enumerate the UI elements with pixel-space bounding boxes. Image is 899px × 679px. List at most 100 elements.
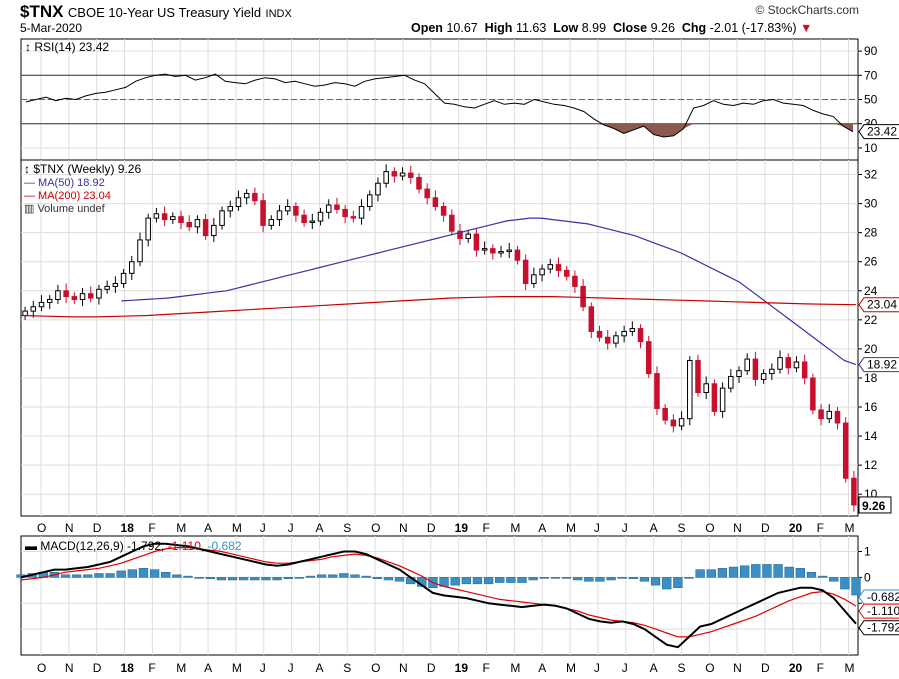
macd-x-tick-label: 18 — [121, 661, 135, 675]
candle-body — [728, 376, 734, 389]
candle-body — [654, 373, 660, 409]
candle-body — [818, 409, 824, 420]
macd-x-tick-label: D — [427, 661, 436, 675]
candle-body — [137, 239, 143, 263]
last-close-box — [858, 496, 892, 514]
price-tick-label: 12 — [864, 458, 878, 472]
macd-histogram-bar — [294, 577, 304, 579]
macd-signal-last-label: -1.110 — [867, 604, 899, 618]
macd-x-tick-label: 20 — [789, 661, 803, 675]
price-x-tick-label: S — [343, 521, 351, 535]
candle-body — [851, 477, 857, 506]
candle-body — [366, 194, 373, 207]
price-x-tick-label: F — [483, 521, 490, 535]
macd-x-tick-label: O — [705, 661, 714, 675]
macd-histogram-bar — [528, 577, 538, 581]
candle-body — [243, 192, 250, 199]
macd-histogram-bar — [740, 565, 750, 578]
candle-body — [55, 290, 61, 300]
macd-histogram-bar — [639, 577, 650, 582]
candle-body — [613, 335, 619, 344]
macd-histogram-bar — [305, 575, 316, 578]
rsi-legend: ↕ RSI(14) 23.42 — [25, 40, 109, 54]
candle-body — [588, 306, 595, 332]
macd-histogram-bar — [584, 577, 594, 582]
candle-body — [810, 377, 816, 411]
price-x-tick-label: A — [650, 521, 658, 535]
macd-histogram-bar — [83, 574, 93, 578]
candle-body — [211, 224, 217, 237]
candle-body — [703, 383, 709, 393]
ma200-legend: — MA(200) 23.04 — [24, 190, 111, 202]
macd-histogram-bar — [851, 577, 861, 596]
macd-histogram-bar — [194, 577, 204, 579]
volume-legend: ▥ Volume undef — [24, 203, 106, 215]
price-legend: ↕ $TNX (Weekly) 9.26 — [24, 162, 141, 176]
price-tick-label: 26 — [864, 255, 878, 269]
candle-body — [424, 188, 430, 199]
candle-body — [719, 387, 726, 412]
candle-body — [785, 357, 792, 369]
candle-body — [539, 268, 545, 276]
price-x-tick-label: M — [845, 521, 855, 535]
candle-body — [416, 176, 422, 190]
macd-histogram-bar — [483, 577, 494, 585]
candle-body — [547, 264, 554, 270]
macd-histogram-bar — [539, 577, 549, 579]
macd-histogram-bar — [149, 569, 160, 578]
price-x-tick-label: D — [761, 521, 770, 535]
macd-last-label-marker — [858, 620, 899, 636]
rsi-last-value-label: 23.42 — [867, 125, 897, 139]
down-triangle-icon: ▼ — [800, 21, 813, 35]
macd-histogram-bar — [617, 577, 627, 579]
macd-histogram-bar — [60, 574, 71, 578]
price-x-tick-label: O — [371, 521, 380, 535]
macd-histogram-bar — [517, 577, 527, 583]
macd-signal-last-label-marker — [858, 603, 899, 619]
candle-body — [383, 171, 389, 184]
macd-histogram-bar — [205, 577, 215, 579]
candle-body — [629, 328, 636, 332]
candle-body — [161, 213, 168, 221]
rsi-tick-label: 50 — [864, 93, 878, 107]
macd-histogram-bar — [795, 568, 805, 578]
macd-histogram-bar — [506, 577, 516, 583]
macd-line — [20, 542, 857, 649]
price-x-tick-label: J — [594, 521, 600, 535]
candle-body — [801, 361, 808, 379]
symbol: $TNX — [20, 2, 64, 21]
candle-body — [399, 172, 406, 177]
macd-histogram-bar — [316, 574, 327, 578]
price-x-tick-label: F — [817, 521, 824, 535]
macd-x-tick-label: A — [538, 661, 546, 675]
macd-histogram-bar — [684, 577, 694, 579]
candle-body — [30, 306, 37, 312]
candle-body — [637, 328, 644, 343]
candle-body — [309, 220, 316, 223]
candle-body — [490, 248, 496, 254]
macd-histogram-bar — [573, 577, 583, 581]
macd-x-tick-label: N — [65, 661, 74, 675]
copyright[interactable]: © StockCharts.com — [755, 3, 859, 17]
rsi-tick-label: 90 — [864, 44, 878, 58]
price-tick-label: 24 — [864, 284, 878, 298]
macd-x-tick-label: O — [371, 661, 380, 675]
candle-body — [358, 205, 365, 219]
candle-body — [120, 272, 127, 285]
candle-body — [260, 200, 266, 226]
macd-legend: ▬ MACD(12,26,9) -1.792, -1.110, -0.682 — [25, 539, 242, 553]
macd-hist-last-label: -0.682 — [867, 590, 899, 604]
macd-signal-line — [20, 547, 857, 638]
candle-body — [104, 285, 110, 290]
macd-x-tick-label: J — [288, 661, 294, 675]
macd-x-tick-label: M — [566, 661, 576, 675]
candle-body — [695, 360, 701, 393]
price-tick-label: 14 — [864, 429, 878, 443]
candle-body — [457, 230, 463, 239]
macd-x-tick-label: N — [733, 661, 742, 675]
candle-body — [572, 275, 578, 287]
macd-x-tick-label: 19 — [455, 661, 469, 675]
macd-histogram-bar — [250, 577, 260, 581]
price-x-tick-label: 20 — [789, 521, 803, 535]
